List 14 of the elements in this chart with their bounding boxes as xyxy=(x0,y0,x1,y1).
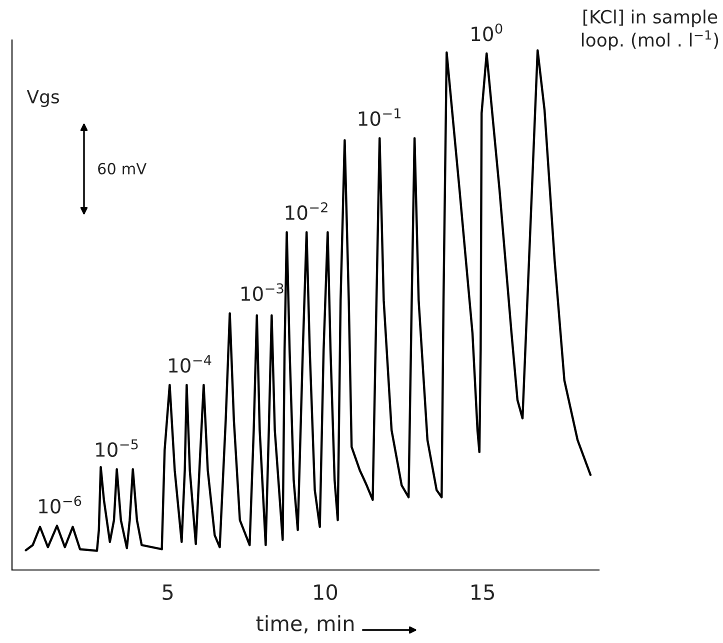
text: [KCl] in sample loop. (mol . l$^{−1}$) xyxy=(582,10,718,50)
x-axis-title: time, min xyxy=(256,615,354,634)
x-tick-label: 5 xyxy=(162,584,173,600)
annotation: 10$^{−4}$ xyxy=(169,355,212,373)
annotation: 60 mV xyxy=(98,162,147,174)
x-tick-label: 15 xyxy=(472,584,494,600)
annotation: 10$^{−1}$ xyxy=(358,108,401,126)
annotation: 10$^{−5}$ xyxy=(96,439,138,457)
x-tick-label: 10 xyxy=(314,584,338,600)
annotation: 10$^{−3}$ xyxy=(242,283,284,302)
annotation: 10$^{−6}$ xyxy=(39,496,82,514)
y-axis-title: Vgs xyxy=(26,90,60,108)
annotation: 10$^{0}$ xyxy=(472,23,502,42)
annotation: 10$^{−2}$ xyxy=(286,202,328,220)
